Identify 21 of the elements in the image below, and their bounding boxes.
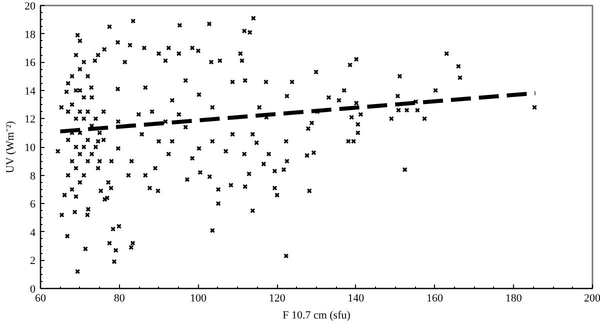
- x-tick-label: 140: [348, 292, 365, 304]
- y-tick-label: 0: [30, 284, 36, 296]
- x-tick-label: 120: [268, 292, 286, 304]
- y-tick-label: 8: [30, 170, 36, 182]
- x-tick-label: 100: [190, 292, 207, 304]
- x-tick-label: 200: [584, 292, 600, 304]
- y-tick-label: 20: [24, 0, 36, 12]
- y-tick-label: 2: [30, 255, 36, 268]
- x-tick-label: 180: [505, 292, 522, 304]
- y-tick-label: 4: [30, 226, 36, 239]
- y-tick-label: 10: [24, 142, 36, 154]
- y-tick-label: 12: [24, 114, 36, 126]
- y-tick-label: 16: [24, 57, 36, 70]
- y-tick-label: 18: [24, 28, 36, 41]
- y-tick-label: 6: [30, 198, 36, 211]
- x-axis-title: F 10.7 cm (sfu): [282, 310, 351, 322]
- x-tick-label: 60: [35, 292, 46, 304]
- x-tick-label: 80: [114, 292, 126, 304]
- y-tick-label: 14: [24, 85, 36, 98]
- y-axis-title: UV (Wm⁻²): [4, 120, 16, 174]
- x-tick-label: 160: [426, 292, 444, 304]
